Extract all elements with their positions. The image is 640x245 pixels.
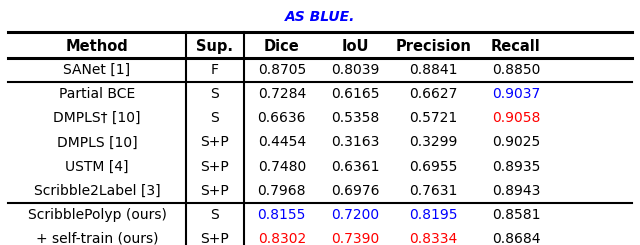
Text: DMPLS [10]: DMPLS [10] (57, 135, 138, 149)
Text: S: S (211, 111, 220, 125)
Text: 0.6361: 0.6361 (331, 159, 380, 173)
Text: 0.6976: 0.6976 (331, 184, 380, 198)
Text: IoU: IoU (341, 38, 369, 53)
Text: S+P: S+P (200, 232, 229, 245)
Text: 0.8155: 0.8155 (257, 208, 306, 222)
Text: 0.9037: 0.9037 (492, 87, 540, 101)
Text: 0.3163: 0.3163 (331, 135, 380, 149)
Text: 0.6627: 0.6627 (409, 87, 458, 101)
Text: 0.7968: 0.7968 (257, 184, 306, 198)
Text: SANet [1]: SANet [1] (63, 63, 131, 77)
Text: 0.6636: 0.6636 (257, 111, 306, 125)
Text: 0.7390: 0.7390 (331, 232, 379, 245)
Text: 0.8850: 0.8850 (492, 63, 540, 77)
Text: AS BLUE.: AS BLUE. (285, 10, 355, 24)
Text: 0.6955: 0.6955 (409, 159, 458, 173)
Text: Scribble2Label [3]: Scribble2Label [3] (34, 184, 160, 198)
Text: 0.4454: 0.4454 (258, 135, 306, 149)
Text: F: F (211, 63, 219, 77)
Text: 0.8943: 0.8943 (492, 184, 540, 198)
Text: S+P: S+P (200, 135, 229, 149)
Text: 0.8581: 0.8581 (492, 208, 540, 222)
Text: Precision: Precision (395, 38, 471, 53)
Text: S+P: S+P (200, 184, 229, 198)
Text: Dice: Dice (264, 38, 300, 53)
Text: 0.8302: 0.8302 (258, 232, 306, 245)
Text: 0.5721: 0.5721 (409, 111, 457, 125)
Text: ScribblePolyp (ours): ScribblePolyp (ours) (28, 208, 166, 222)
Text: 0.7631: 0.7631 (409, 184, 458, 198)
Text: S: S (211, 208, 220, 222)
Text: 0.8705: 0.8705 (258, 63, 306, 77)
Text: 0.7200: 0.7200 (331, 208, 379, 222)
Text: 0.8841: 0.8841 (409, 63, 458, 77)
Text: 0.8935: 0.8935 (492, 159, 540, 173)
Text: Sup.: Sup. (196, 38, 234, 53)
Text: 0.6165: 0.6165 (331, 87, 380, 101)
Text: S: S (211, 87, 220, 101)
Text: 0.3299: 0.3299 (409, 135, 458, 149)
Text: S+P: S+P (200, 159, 229, 173)
Text: 0.5358: 0.5358 (331, 111, 379, 125)
Text: + self-train (ours): + self-train (ours) (36, 232, 158, 245)
Text: USTM [4]: USTM [4] (65, 159, 129, 173)
Text: 0.8684: 0.8684 (492, 232, 540, 245)
Text: Partial BCE: Partial BCE (59, 87, 135, 101)
Text: 0.9025: 0.9025 (492, 135, 540, 149)
Text: 0.8039: 0.8039 (331, 63, 380, 77)
Text: 0.7284: 0.7284 (258, 87, 306, 101)
Text: 0.8195: 0.8195 (409, 208, 458, 222)
Text: Recall: Recall (491, 38, 541, 53)
Text: 0.9058: 0.9058 (492, 111, 540, 125)
Text: 0.7480: 0.7480 (258, 159, 306, 173)
Text: 0.8334: 0.8334 (409, 232, 457, 245)
Text: DMPLS† [10]: DMPLS† [10] (53, 111, 141, 125)
Text: Method: Method (65, 38, 129, 53)
